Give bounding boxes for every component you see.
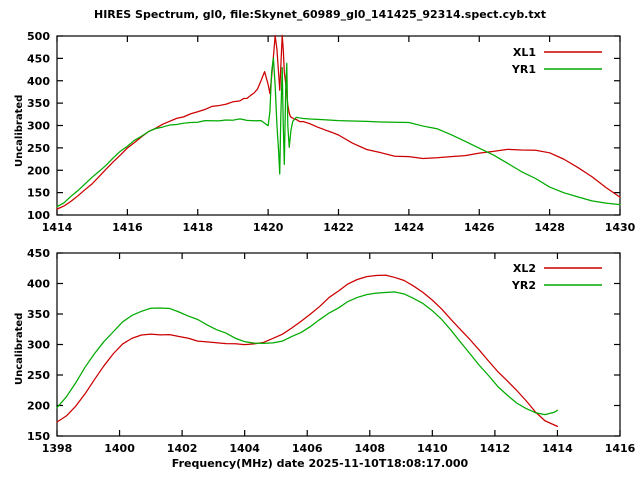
xtick-label-lower: 1414	[542, 442, 573, 455]
xtick-label-upper: 1422	[323, 221, 354, 234]
ytick-label-upper: 350	[27, 97, 50, 110]
ytick-label-upper: 300	[27, 120, 50, 133]
panel-upper: 100 150 200 250 300 350 400 450 500 1414 1416 1418 1…	[27, 30, 636, 234]
xtick-label-lower: 1400	[104, 442, 135, 455]
ytick-label-lower: 350	[27, 308, 50, 321]
ytick-label-upper: 450	[27, 52, 50, 65]
trace-xl2	[56, 274, 559, 427]
panel-lower: 150 200 250 300 350 400 450 1398 1400 1402 1404 140…	[27, 247, 636, 455]
xtick-label-upper: 1418	[182, 221, 213, 234]
ytick-label-upper: 150	[27, 187, 50, 200]
xtick-label-lower: 1410	[417, 442, 448, 455]
xaxis-label: Frequency(MHz) date 2025-11-10T18:08:17.…	[171, 457, 469, 470]
xtick-label-lower: 1412	[480, 442, 511, 455]
ytick-label-lower: 450	[27, 247, 50, 260]
legend-label-xl2: XL2	[513, 262, 536, 275]
xtick-label-lower: 1416	[605, 442, 636, 455]
ytick-label-lower: 400	[27, 278, 50, 291]
xtick-label-upper: 1428	[534, 221, 565, 234]
ytick-label-lower: 250	[27, 369, 50, 382]
xtick-label-upper: 1430	[605, 221, 636, 234]
ytick-label-upper: 500	[27, 30, 50, 43]
xtick-label-upper: 1424	[394, 221, 425, 234]
xtick-label-upper: 1416	[112, 221, 143, 234]
ytick-label-upper: 400	[27, 75, 50, 88]
xtick-label-lower: 1404	[229, 442, 260, 455]
xtick-label-lower: 1408	[354, 442, 385, 455]
ytick-label-upper: 250	[27, 142, 50, 155]
ytick-label-lower: 200	[27, 400, 50, 413]
xtick-label-lower: 1406	[292, 442, 323, 455]
legend-label-xl1: XL1	[513, 46, 536, 59]
legend-label-yr2: YR2	[511, 279, 536, 292]
ytick-label-lower: 150	[27, 430, 50, 443]
ytick-label-upper: 200	[27, 164, 50, 177]
page-title: HIRES Spectrum, gl0, file:Skynet_60989_g…	[94, 8, 546, 21]
trace-xl1	[56, 34, 621, 210]
xtick-label-lower: 1398	[42, 442, 73, 455]
trace-yr2	[56, 291, 559, 416]
xtick-label-upper: 1426	[464, 221, 495, 234]
xtick-label-upper: 1414	[42, 221, 73, 234]
trace-yr1	[56, 57, 621, 208]
ytick-label-lower: 300	[27, 339, 50, 352]
legend-label-yr1: YR1	[511, 63, 536, 76]
ytick-label-upper: 100	[27, 209, 50, 222]
xtick-label-upper: 1420	[253, 221, 284, 234]
xtick-label-lower: 1402	[167, 442, 198, 455]
